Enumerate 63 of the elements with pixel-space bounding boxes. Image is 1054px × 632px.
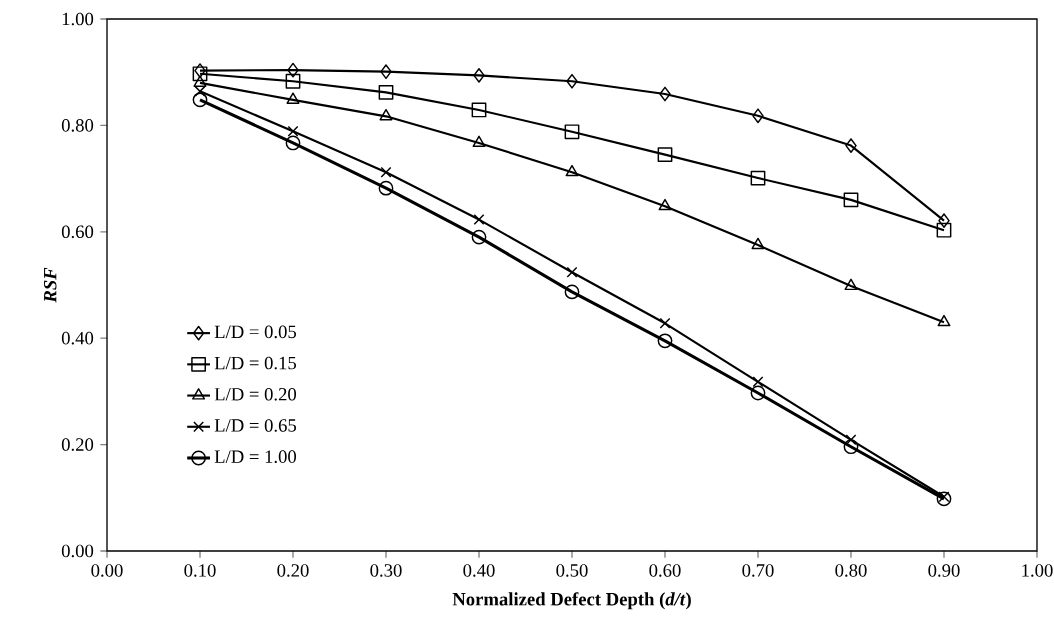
point	[285, 135, 301, 151]
y-axis-title: RSF	[43, 267, 57, 303]
point	[471, 229, 487, 245]
y-tick-label: 0.60	[61, 225, 94, 239]
point	[285, 73, 301, 89]
point	[192, 92, 208, 108]
point	[566, 266, 578, 278]
point	[937, 314, 951, 327]
point	[751, 237, 765, 250]
point	[659, 317, 671, 329]
y-tick-label: 1.00	[62, 12, 94, 26]
point	[565, 164, 579, 177]
point	[936, 491, 952, 507]
point	[659, 86, 671, 102]
x-tick-label: 0.20	[277, 564, 309, 577]
x-tick-label: 0.10	[184, 564, 216, 577]
x-tick-label: 0.30	[370, 564, 402, 577]
point	[471, 102, 487, 118]
point	[752, 108, 764, 124]
point	[564, 284, 580, 300]
x-tick-label: 0.50	[556, 564, 588, 577]
x-tick-label: 0.70	[742, 564, 774, 577]
point	[287, 62, 299, 78]
point	[752, 376, 764, 388]
x-tick-label: 0.00	[91, 564, 123, 577]
y-tick-label: 0.20	[61, 438, 94, 451]
legend-label: L/D = 0.65	[214, 419, 297, 432]
point	[379, 108, 393, 121]
point	[845, 138, 857, 154]
point	[564, 124, 580, 140]
legend-label: L/D = 0.05	[214, 325, 297, 339]
x-axis-title: Normalized Defect Depth (d/t)	[452, 592, 691, 610]
point	[378, 85, 394, 100]
y-tick-label: 0.80	[61, 119, 94, 132]
point	[286, 92, 300, 104]
point	[380, 64, 392, 80]
point	[938, 213, 950, 229]
point	[658, 198, 672, 211]
point	[378, 180, 394, 196]
point	[938, 491, 950, 503]
point	[750, 385, 766, 401]
x-tick-label: 0.80	[835, 564, 867, 577]
point	[473, 214, 485, 226]
legend-label: L/D = 1.00	[214, 450, 297, 464]
point	[843, 192, 859, 208]
point	[380, 166, 392, 178]
point	[844, 278, 858, 291]
point	[472, 135, 486, 148]
x-tick-label: 1.00	[1022, 564, 1053, 577]
legend-label: L/D = 0.15	[214, 356, 297, 370]
point	[657, 333, 673, 349]
x-tick-label: 0.90	[928, 564, 960, 577]
point	[566, 73, 578, 89]
point	[473, 67, 485, 83]
y-tick-label: 0.00	[61, 544, 94, 558]
point	[936, 222, 952, 238]
x-tick-label: 0.40	[463, 564, 495, 577]
point	[287, 125, 299, 137]
point	[657, 147, 673, 163]
legend-label: L/D = 0.20	[214, 387, 297, 401]
x-tick-label: 0.60	[649, 564, 681, 577]
point	[750, 170, 766, 186]
y-tick-label: 0.40	[61, 331, 94, 345]
